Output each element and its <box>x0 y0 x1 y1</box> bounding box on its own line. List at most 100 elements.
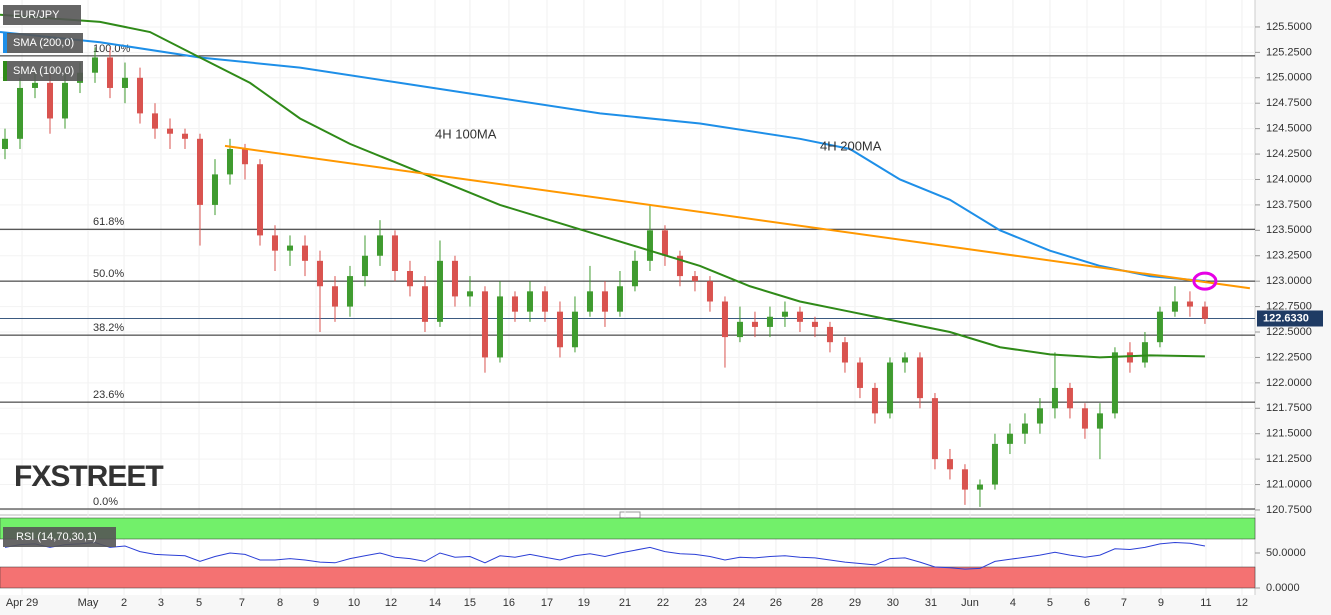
candle-body <box>91 57 98 73</box>
candle-body <box>121 77 128 88</box>
candle-body <box>781 311 788 317</box>
candle-body <box>1 138 8 149</box>
candle-body <box>871 387 878 414</box>
candle-body <box>1051 387 1058 409</box>
candle-body <box>886 362 893 414</box>
candle-body <box>346 276 353 307</box>
candle-body <box>376 235 383 256</box>
x-tick-label: 19 <box>578 597 590 609</box>
x-tick-label: 23 <box>695 597 707 609</box>
y-tick-label: 0.0000 <box>1266 582 1300 594</box>
moving-average <box>0 13 1205 359</box>
x-tick-label: 28 <box>811 597 823 609</box>
candle-body <box>586 291 593 312</box>
ma-annotation: 4H 200MA <box>820 138 882 153</box>
candle-body <box>1141 342 1148 363</box>
x-tick-label: 21 <box>619 597 631 609</box>
candle-body <box>511 296 518 312</box>
candle-body <box>976 484 983 490</box>
fib-label: 38.2% <box>93 322 124 334</box>
candle-body <box>1171 301 1178 312</box>
y-tick-label: 124.2500 <box>1266 148 1312 160</box>
y-tick-label: 121.2500 <box>1266 453 1312 465</box>
candle-body <box>601 291 608 312</box>
x-tick-label: 15 <box>464 597 476 609</box>
last-price-label: 122.6330 <box>1263 312 1309 324</box>
candle-body <box>271 235 278 251</box>
candle-body <box>916 357 923 399</box>
x-tick-label: 12 <box>385 597 397 609</box>
x-tick-label: May <box>78 597 99 609</box>
candle-body <box>106 57 113 88</box>
candle-body <box>136 77 143 114</box>
x-tick-label: 31 <box>925 597 937 609</box>
watermark: FXSTREET <box>14 460 163 493</box>
candle-body <box>1111 352 1118 414</box>
candle-body <box>316 260 323 287</box>
pane-handle <box>619 511 641 519</box>
candle-body <box>46 82 53 119</box>
y-tick-label: 121.5000 <box>1266 428 1312 440</box>
candle-body <box>331 286 338 307</box>
candle-body <box>451 260 458 297</box>
rsi-band <box>0 566 1256 589</box>
rsi-title: RSI (14,70,30,1) <box>16 531 97 543</box>
y-tick-label: 122.5000 <box>1266 326 1312 338</box>
candle-body <box>706 281 713 302</box>
candle-body <box>766 316 773 327</box>
legend-box <box>3 33 83 53</box>
candle-body <box>226 148 233 175</box>
candle-body <box>931 398 938 460</box>
candle-body <box>991 443 998 485</box>
x-tick-label: 7 <box>1121 597 1127 609</box>
x-tick-label: 7 <box>239 597 245 609</box>
y-tick-label: 121.0000 <box>1266 478 1312 490</box>
candle-body <box>841 342 848 363</box>
candle-body <box>796 311 803 322</box>
x-tick-label: 8 <box>277 597 283 609</box>
rsi-band <box>0 517 1256 540</box>
fib-label: 50.0% <box>93 268 124 280</box>
candle-body <box>286 245 293 251</box>
candle-body <box>481 291 488 358</box>
candle-body <box>961 469 968 490</box>
rsi-line <box>4 541 1206 570</box>
candle-body <box>676 255 683 277</box>
candle-body <box>421 286 428 322</box>
candle-body <box>16 87 23 139</box>
candle-body <box>166 128 173 134</box>
candle-body <box>1186 301 1193 307</box>
x-tick-label: 5 <box>1047 597 1053 609</box>
price-axis-bg <box>1255 0 1331 615</box>
y-tick-label: 124.7500 <box>1266 97 1312 109</box>
x-tick-label: 3 <box>158 597 164 609</box>
legend-label: SMA (200,0) <box>13 37 74 49</box>
x-tick-label: 11 <box>1200 597 1211 609</box>
ma-annotation: 4H 100MA <box>435 126 497 141</box>
y-tick-label: 122.2500 <box>1266 351 1312 363</box>
legend-box <box>3 61 83 81</box>
candle-body <box>1006 433 1013 444</box>
candle-body <box>541 291 548 312</box>
candle-body <box>721 301 728 338</box>
candle-body <box>856 362 863 388</box>
x-tick-label: Jun <box>961 597 979 609</box>
x-tick-label: 16 <box>503 597 515 609</box>
y-tick-label: 125.5000 <box>1266 21 1312 33</box>
trendline <box>224 144 1251 290</box>
candle-body <box>691 276 698 282</box>
candle-body <box>196 138 203 205</box>
candle-body <box>646 230 653 261</box>
candle-body <box>391 235 398 271</box>
candle-body <box>631 260 638 287</box>
x-tick-label: 14 <box>429 597 441 609</box>
y-tick-label: 122.0000 <box>1266 377 1312 389</box>
candle-body <box>1036 408 1043 424</box>
candle-body <box>661 230 668 256</box>
y-tick-label: 124.0000 <box>1266 173 1312 185</box>
time-axis-bg <box>0 595 1331 615</box>
candle-body <box>1081 408 1088 429</box>
candle-body <box>811 321 818 327</box>
candle-body <box>361 255 368 277</box>
x-tick-label: 17 <box>541 597 553 609</box>
